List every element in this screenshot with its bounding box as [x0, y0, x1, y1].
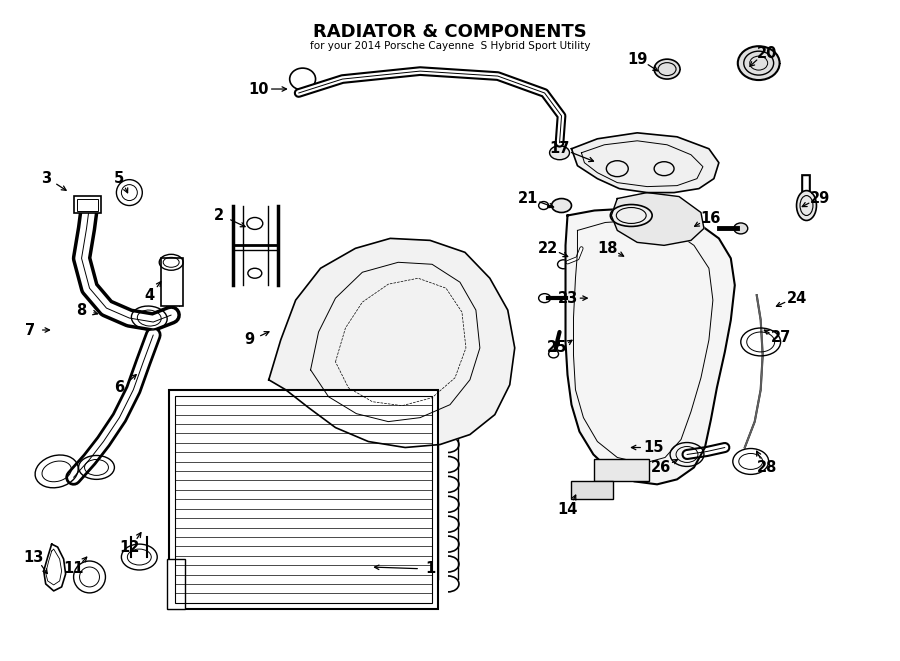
Ellipse shape: [550, 146, 570, 160]
Text: 14: 14: [557, 502, 578, 517]
Text: 3: 3: [40, 171, 50, 186]
Bar: [161, 258, 183, 306]
Text: 15: 15: [643, 440, 663, 455]
Text: 28: 28: [757, 460, 777, 475]
Bar: [167, 559, 185, 609]
Polygon shape: [611, 192, 704, 245]
Text: 24: 24: [787, 291, 806, 305]
Text: 20: 20: [757, 46, 777, 61]
Text: 29: 29: [810, 191, 831, 206]
Text: for your 2014 Porsche Cayenne  S Hybrid Sport Utility: for your 2014 Porsche Cayenne S Hybrid S…: [310, 41, 590, 51]
Text: 19: 19: [627, 52, 647, 67]
Text: 4: 4: [144, 288, 154, 303]
Text: 8: 8: [76, 303, 86, 317]
Bar: [74, 196, 102, 214]
Text: 13: 13: [23, 549, 44, 564]
Text: 1: 1: [425, 561, 436, 576]
Text: 26: 26: [651, 460, 671, 475]
Text: 12: 12: [119, 539, 140, 555]
Text: 2: 2: [214, 208, 224, 223]
Text: 21: 21: [518, 191, 538, 206]
Polygon shape: [565, 208, 734, 485]
Bar: [176, 396, 432, 603]
Text: 27: 27: [770, 330, 791, 346]
Ellipse shape: [738, 46, 779, 80]
Ellipse shape: [552, 198, 572, 212]
Text: 10: 10: [248, 81, 269, 97]
Text: 25: 25: [547, 340, 568, 356]
Polygon shape: [572, 133, 719, 192]
Text: 16: 16: [701, 211, 721, 226]
Ellipse shape: [796, 190, 816, 221]
Bar: [169, 390, 438, 609]
Text: 6: 6: [114, 380, 124, 395]
Text: 9: 9: [244, 332, 254, 348]
Text: 22: 22: [537, 241, 558, 256]
Text: 7: 7: [24, 323, 35, 338]
Polygon shape: [269, 239, 515, 447]
Ellipse shape: [734, 223, 748, 234]
Ellipse shape: [610, 204, 652, 227]
Text: 23: 23: [557, 291, 578, 305]
Polygon shape: [44, 544, 66, 591]
Text: 17: 17: [549, 141, 570, 156]
Ellipse shape: [654, 59, 680, 79]
Bar: [572, 481, 613, 499]
Bar: [76, 198, 98, 210]
Text: 18: 18: [597, 241, 617, 256]
Text: 5: 5: [114, 171, 124, 186]
Text: 11: 11: [63, 561, 84, 576]
Text: RADIATOR & COMPONENTS: RADIATOR & COMPONENTS: [313, 23, 587, 41]
Bar: [594, 459, 649, 481]
